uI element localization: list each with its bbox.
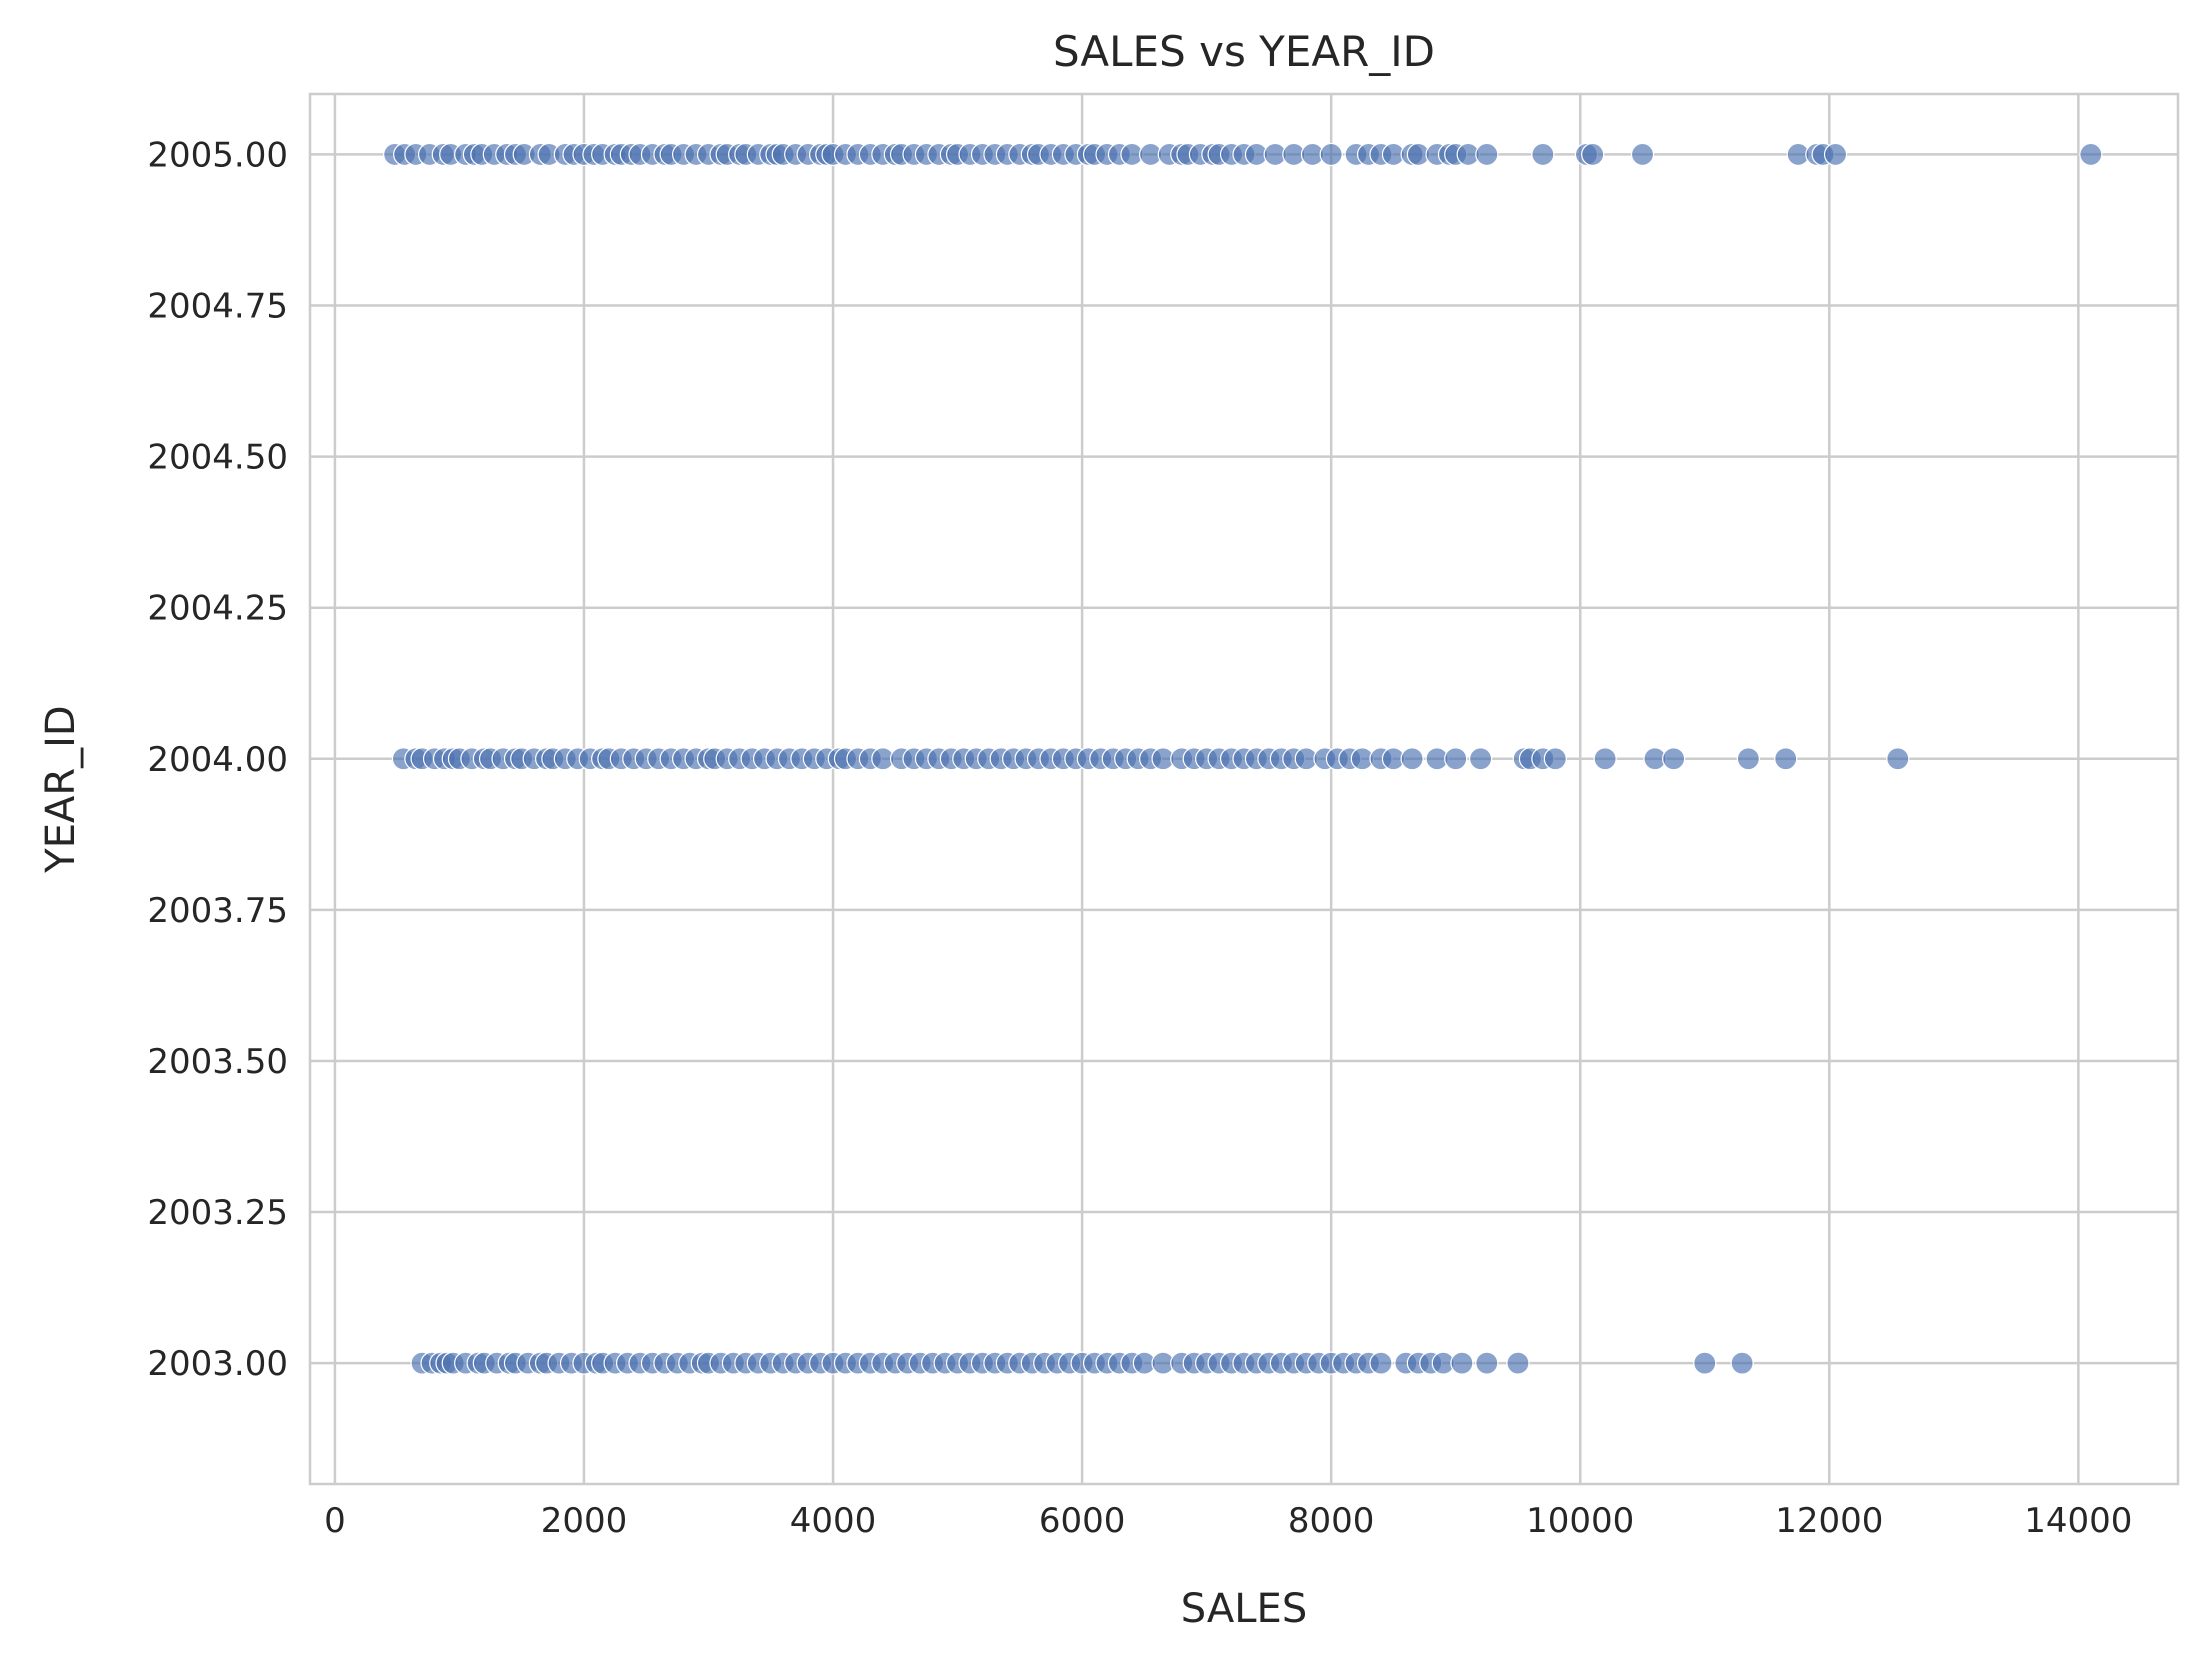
data-point [1886,747,1910,771]
data-point [1475,1351,1499,1375]
data-point [1543,747,1567,771]
y-tick-label: 2004.50 [147,438,288,478]
data-point [1630,142,1655,167]
data-point [1581,142,1605,167]
data-point [1730,1351,1754,1375]
y-tick-label: 2003.50 [147,1042,288,1082]
y-tick-label: 2004.75 [147,287,288,327]
data-point [1774,747,1798,771]
x-tick-label: 0 [324,1501,346,1541]
x-tick-label: 14000 [2024,1501,2132,1541]
data-point [1506,1351,1530,1375]
data-point [1662,747,1686,771]
x-tick-label: 8000 [1288,1501,1375,1541]
y-tick-label: 2004.25 [147,589,288,629]
data-point [1823,142,1848,167]
data-point [1736,747,1760,771]
tick-labels: 0 2000 4000 6000 8000 10000 12000 14000 2003.00 2… [147,135,2132,1541]
data-point [1369,1351,1393,1375]
plot-frame [308,92,2180,1486]
x-tick-label: 12000 [1775,1501,1883,1541]
y-tick-label: 2004.00 [147,740,288,780]
data-point [1444,747,1468,771]
data-point [1693,1351,1717,1375]
data-point [1450,1351,1474,1375]
y-tick-label: 2003.00 [147,1344,288,1384]
data-point [1531,142,1555,167]
x-tick-label: 10000 [1526,1501,1634,1541]
data-point [1400,747,1424,771]
data-point [1469,747,1493,771]
y-tick-label: 2003.25 [147,1193,288,1233]
x-tick-label: 2000 [541,1501,628,1541]
data-point [1593,747,1617,771]
x-axis-title: SALES [1181,1586,1307,1632]
chart-title: SALES vs YEAR_ID [1053,27,1435,76]
y-tick-label: 2005.00 [147,135,288,175]
data-point [2079,142,2103,167]
data-point [1319,142,1343,167]
data-points [383,142,2103,1375]
x-tick-label: 6000 [1039,1501,1126,1541]
y-axis-title: YEAR_ID [38,705,84,873]
data-point [1475,142,1499,167]
y-tick-label: 2003.75 [147,891,288,931]
x-tick-label: 4000 [790,1501,877,1541]
